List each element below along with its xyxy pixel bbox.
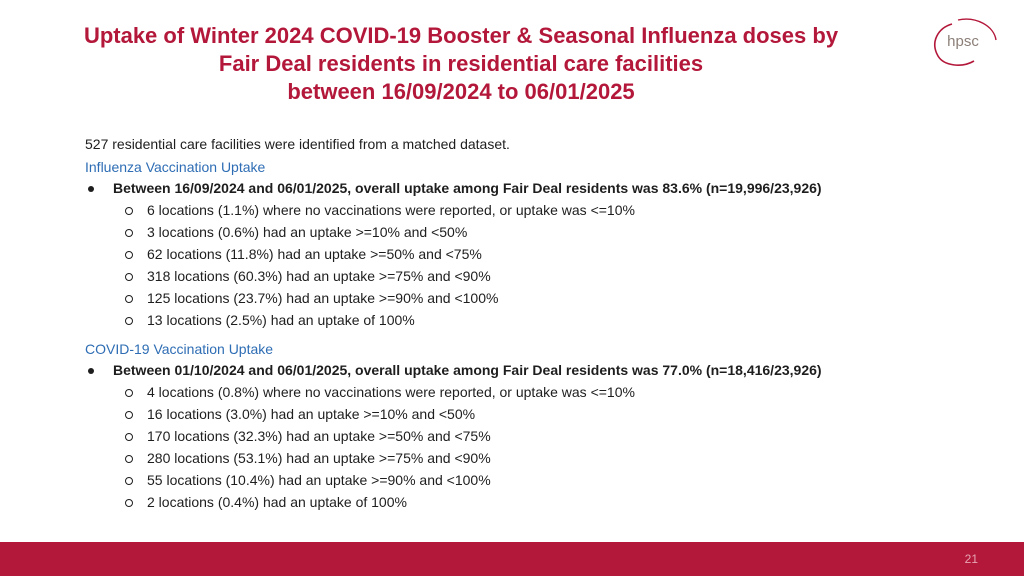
circle-bullet-icon bbox=[125, 273, 133, 281]
slide-body: 527 residential care facilities were ide… bbox=[85, 134, 985, 513]
title-line-3: between 16/09/2024 to 06/01/2025 bbox=[287, 79, 635, 104]
bullet-dot-icon bbox=[88, 368, 94, 374]
circle-bullet-icon bbox=[125, 389, 133, 397]
list-item: 13 locations (2.5%) had an uptake of 100… bbox=[123, 309, 985, 331]
circle-bullet-icon bbox=[125, 499, 133, 507]
influenza-heading: Influenza Vaccination Uptake bbox=[85, 159, 266, 175]
list-item: 2 locations (0.4%) had an uptake of 100% bbox=[123, 491, 985, 513]
list-item: 62 locations (11.8%) had an uptake >=50%… bbox=[123, 243, 985, 265]
covid-summary-bullet: Between 01/10/2024 and 06/01/2025, overa… bbox=[85, 359, 985, 381]
circle-bullet-icon bbox=[125, 455, 133, 463]
influenza-breakdown-list: 6 locations (1.1%) where no vaccinations… bbox=[85, 199, 985, 331]
covid-heading: COVID-19 Vaccination Uptake bbox=[85, 341, 274, 357]
logo-swoosh-icon bbox=[934, 18, 997, 66]
circle-bullet-icon bbox=[125, 433, 133, 441]
circle-bullet-icon bbox=[125, 229, 133, 237]
list-item: 170 locations (32.3%) had an uptake >=50… bbox=[123, 425, 985, 447]
list-item: 280 locations (53.1%) had an uptake >=75… bbox=[123, 447, 985, 469]
circle-bullet-icon bbox=[125, 295, 133, 303]
influenza-summary-bullet: Between 16/09/2024 and 06/01/2025, overa… bbox=[85, 177, 985, 199]
circle-bullet-icon bbox=[125, 207, 133, 215]
title-line-1: Uptake of Winter 2024 COVID-19 Booster &… bbox=[83, 23, 839, 48]
page-number: 21 bbox=[964, 552, 978, 566]
intro-text: 527 residential care facilities were ide… bbox=[85, 136, 510, 152]
list-item: 6 locations (1.1%) where no vaccinations… bbox=[123, 199, 985, 221]
list-item: 16 locations (3.0%) had an uptake >=10% … bbox=[123, 403, 985, 425]
circle-bullet-icon bbox=[125, 251, 133, 259]
logo-text: hpsc bbox=[947, 33, 979, 50]
hpsc-logo: hpsc bbox=[918, 14, 1008, 72]
circle-bullet-icon bbox=[125, 411, 133, 419]
footer-bar: 21 bbox=[0, 542, 1024, 576]
circle-bullet-icon bbox=[125, 317, 133, 325]
covid-summary: Between 01/10/2024 and 06/01/2025, overa… bbox=[113, 362, 822, 378]
title-line-2: Fair Deal residents in residential care … bbox=[218, 51, 704, 76]
list-item: 4 locations (0.8%) where no vaccinations… bbox=[123, 381, 985, 403]
influenza-summary: Between 16/09/2024 and 06/01/2025, overa… bbox=[113, 180, 822, 196]
page-title: Uptake of Winter 2024 COVID-19 Booster &… bbox=[0, 22, 922, 106]
list-item: 3 locations (0.6%) had an uptake >=10% a… bbox=[123, 221, 985, 243]
list-item: 125 locations (23.7%) had an uptake >=90… bbox=[123, 287, 985, 309]
list-item: 318 locations (60.3%) had an uptake >=75… bbox=[123, 265, 985, 287]
covid-breakdown-list: 4 locations (0.8%) where no vaccinations… bbox=[85, 381, 985, 513]
circle-bullet-icon bbox=[125, 477, 133, 485]
list-item: 55 locations (10.4%) had an uptake >=90%… bbox=[123, 469, 985, 491]
bullet-dot-icon bbox=[88, 186, 94, 192]
